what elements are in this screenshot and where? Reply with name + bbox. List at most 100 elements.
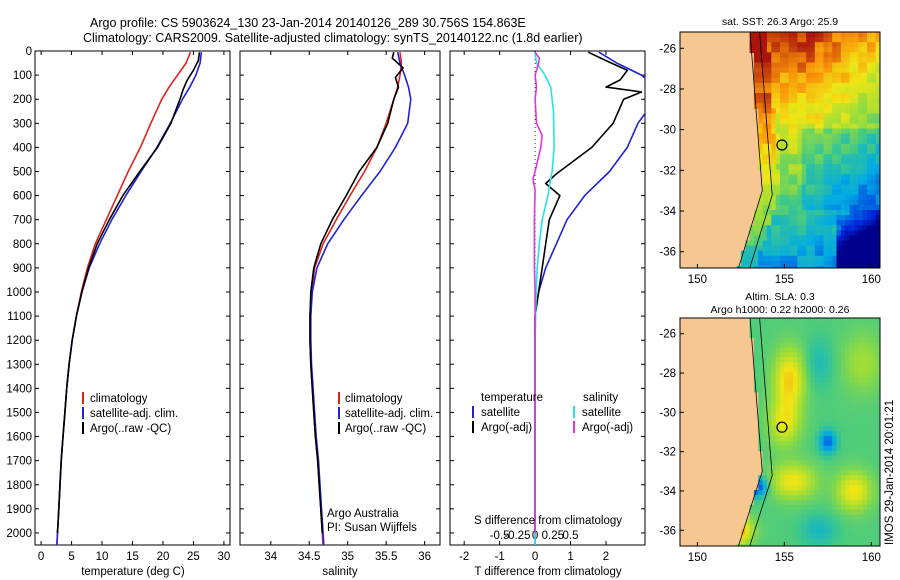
map-cell	[758, 93, 764, 99]
map-cell	[801, 103, 807, 109]
map-cell	[797, 342, 803, 349]
map-cell	[875, 260, 880, 267]
map-cell	[775, 475, 781, 481]
map-cell	[853, 194, 859, 201]
map-cell	[784, 250, 790, 257]
map-cell	[814, 169, 820, 175]
map-cell	[823, 342, 829, 349]
map-cell	[823, 372, 829, 378]
map-cell	[845, 485, 851, 491]
map-cell	[758, 57, 764, 64]
map-cell	[853, 210, 859, 216]
x-tick-label: 0	[38, 551, 44, 563]
map-cell	[780, 255, 785, 262]
map-cell	[810, 450, 816, 457]
map-cell	[840, 240, 846, 247]
map-cell	[840, 179, 846, 186]
map-cell	[875, 391, 880, 398]
sst-map: sat. SST: 26.3 Argo: 25.9 150 155 160-26-2…	[659, 16, 881, 286]
map-cell	[875, 128, 880, 135]
map-cell	[853, 377, 859, 383]
map-cell	[780, 450, 785, 457]
map-cell	[836, 460, 842, 466]
map-cell	[801, 406, 807, 412]
map-cell	[780, 215, 785, 221]
map-cell	[793, 154, 798, 160]
map-cell	[780, 194, 785, 201]
map-cell	[745, 250, 751, 257]
map-cell	[801, 490, 807, 496]
map-cell	[858, 445, 864, 452]
map-cell	[806, 377, 811, 383]
map-cell	[849, 455, 855, 462]
map-cell	[801, 215, 807, 221]
map-cell	[867, 445, 872, 452]
x-tick-label: 36	[418, 551, 431, 563]
map-cell	[801, 230, 807, 237]
map-cell	[845, 504, 851, 511]
map-cell	[784, 396, 790, 403]
map-cell	[853, 318, 859, 324]
map-cell	[758, 220, 764, 226]
map-cell	[819, 72, 824, 79]
map-cell	[871, 377, 877, 383]
map-cell	[823, 357, 829, 363]
map-cell	[810, 544, 816, 546]
map-cell	[793, 62, 798, 69]
map-cell	[753, 47, 759, 53]
map-cell	[788, 240, 794, 247]
map-cell	[797, 377, 803, 383]
map-cell	[801, 260, 807, 267]
map-cell	[862, 406, 868, 412]
map-cell	[814, 470, 820, 476]
map-cell	[801, 544, 807, 546]
map-cell	[823, 544, 829, 546]
map-cell	[780, 347, 785, 353]
map-cell	[823, 225, 829, 231]
map-cell	[793, 367, 798, 373]
map-cell	[845, 169, 851, 175]
map-cell	[762, 332, 768, 339]
map-cell	[758, 362, 764, 368]
map-cell	[862, 342, 868, 349]
map-cell	[784, 435, 790, 442]
map-cell	[840, 426, 846, 432]
map-cell	[771, 416, 777, 422]
map-cell	[853, 485, 859, 491]
map-cell	[767, 519, 772, 525]
map-cell	[840, 98, 846, 104]
map-cell	[771, 159, 777, 165]
map-cell	[867, 98, 872, 104]
map-cell	[788, 235, 794, 242]
map-cell	[814, 128, 820, 135]
map-cell	[771, 154, 777, 160]
map-lat-label: -36	[659, 247, 676, 259]
map-cell	[780, 143, 785, 150]
map-cell	[875, 266, 880, 268]
map-cell	[767, 411, 772, 417]
map-cell	[806, 352, 811, 358]
map-cell	[801, 118, 807, 125]
map-cell	[836, 499, 842, 506]
map-cell	[771, 460, 777, 466]
map-cell	[823, 179, 829, 186]
map-cell	[753, 337, 759, 344]
map-cell	[771, 514, 777, 521]
map-cell	[823, 367, 829, 373]
map-cell	[784, 494, 790, 501]
map-cell	[875, 47, 880, 53]
map-cell	[797, 494, 803, 501]
map-cell	[871, 37, 877, 43]
map-cell	[853, 225, 859, 231]
map-cell	[749, 37, 755, 43]
map-cell	[801, 87, 807, 94]
map-cell	[758, 529, 764, 535]
map-cell	[797, 32, 803, 38]
map-cell	[797, 421, 803, 427]
map-cell	[793, 42, 798, 48]
map-cell	[771, 401, 777, 407]
map-cell	[862, 465, 868, 471]
map-cell	[858, 47, 864, 53]
map-cell	[823, 362, 829, 368]
map-cell	[814, 230, 820, 237]
